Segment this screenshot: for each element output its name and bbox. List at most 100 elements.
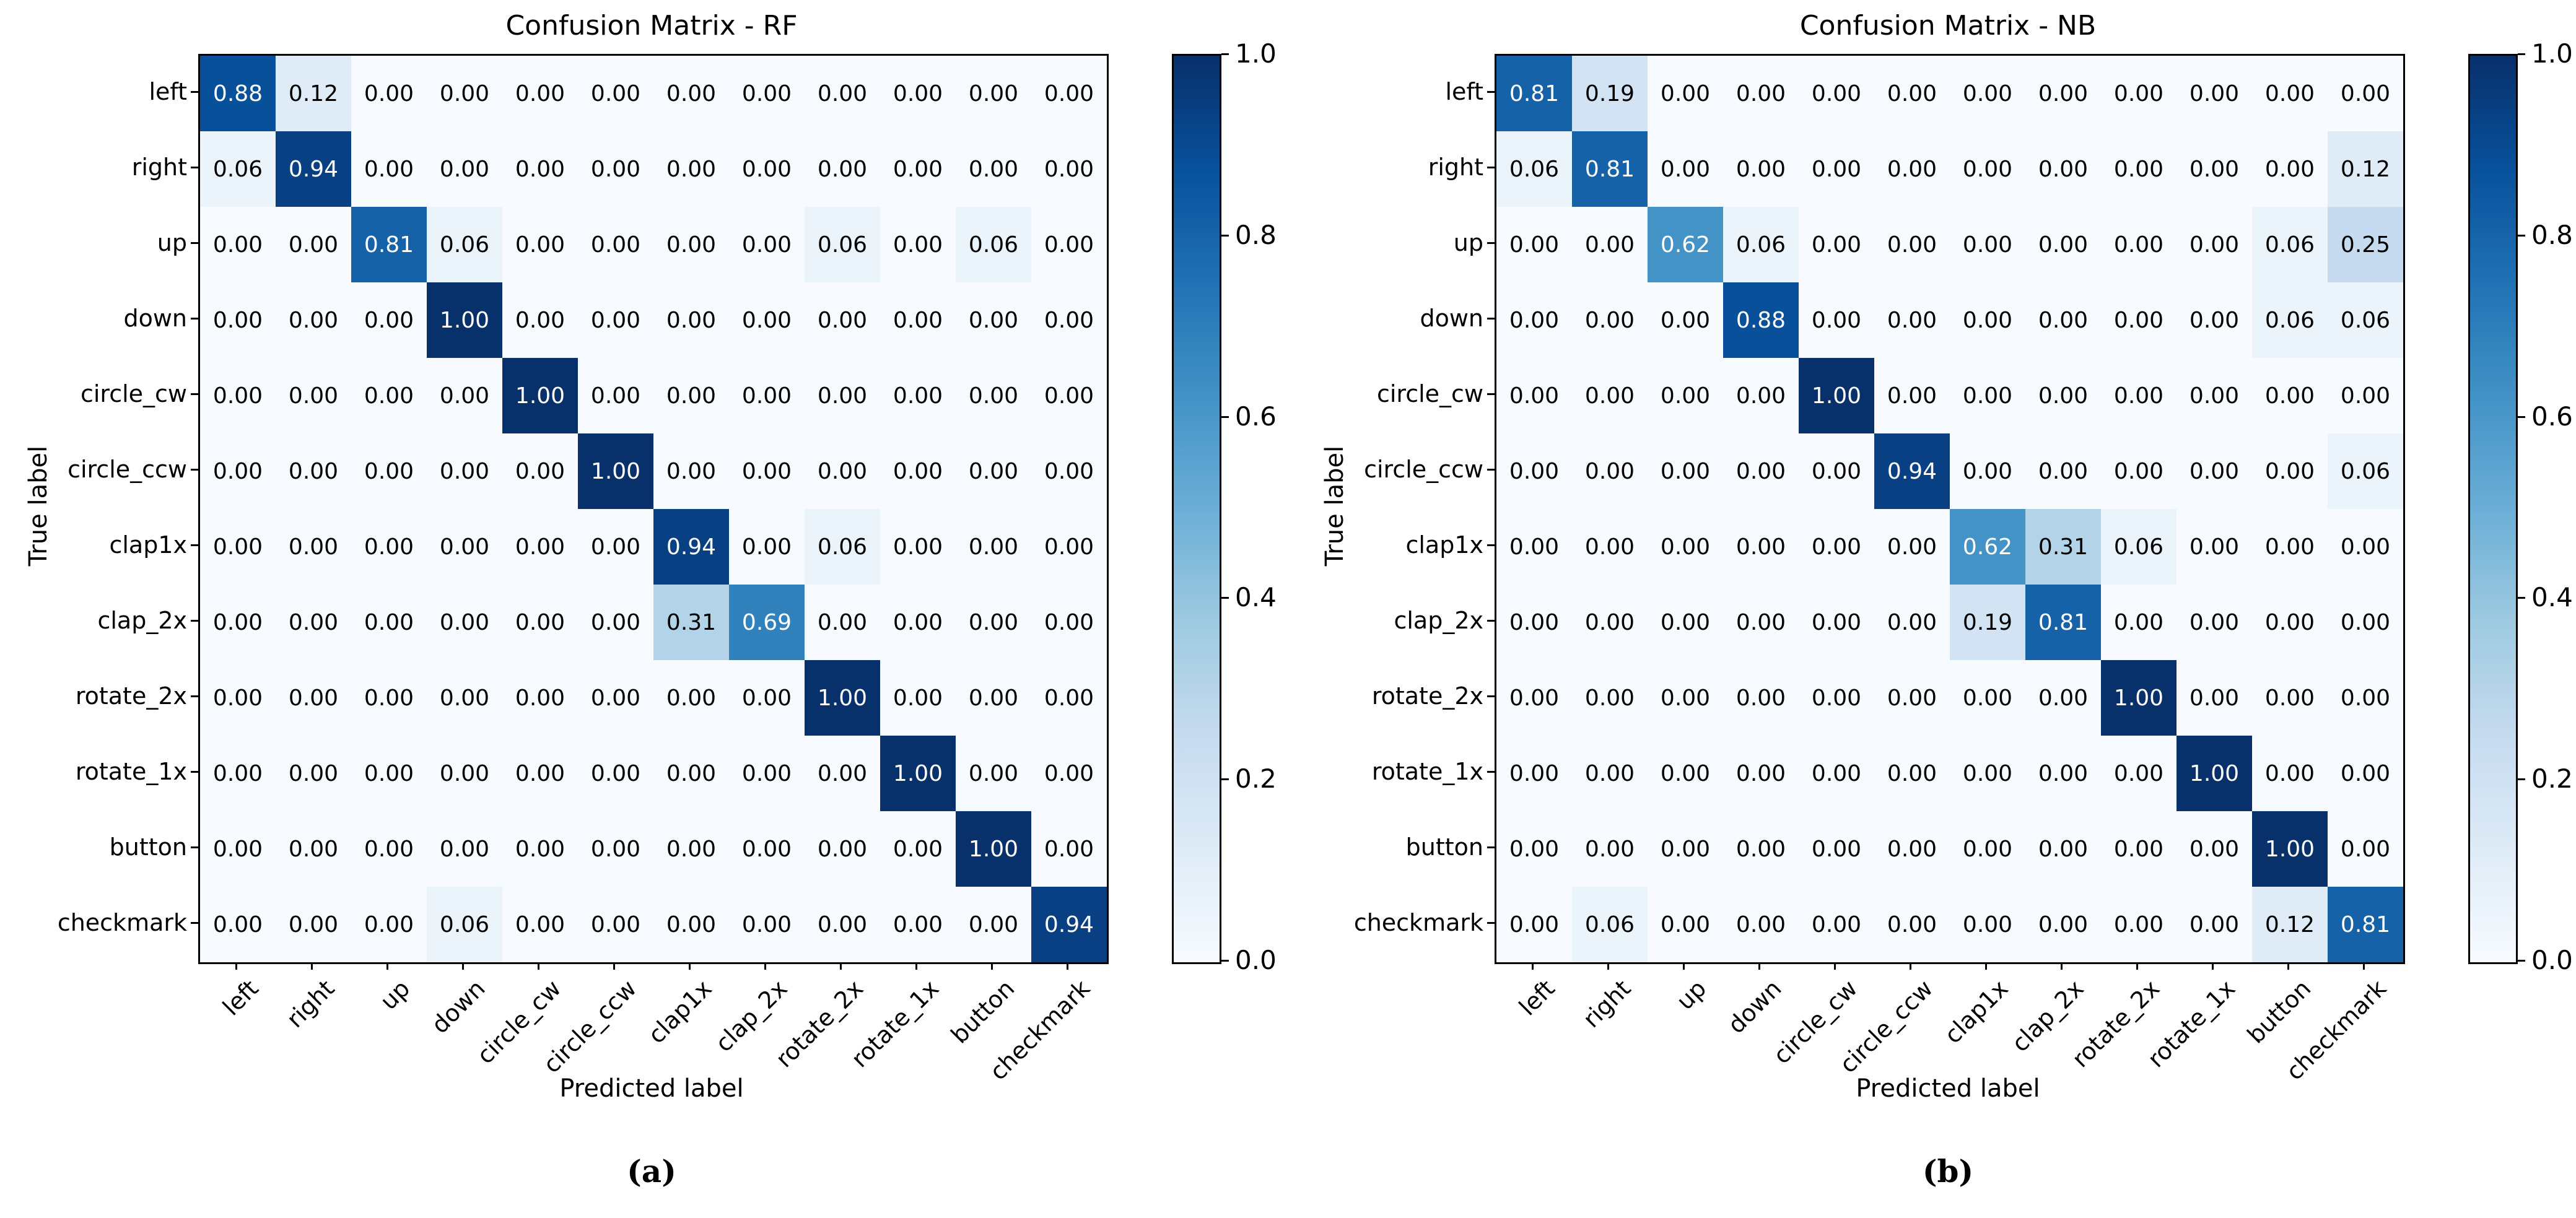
matrix-cell: 0.00 [956,585,1031,660]
x-axis-tick [386,962,388,970]
y-tick-label: right [1428,154,1483,181]
matrix-cell: 0.00 [502,811,578,887]
matrix-cell: 0.00 [1648,887,1723,962]
y-axis-tick [191,469,198,471]
matrix-cell: 0.00 [1496,887,1572,962]
colorbar-tick-label: 0.0 [1235,945,1277,975]
matrix-cell: 0.00 [1950,660,2025,736]
matrix-cell: 0.00 [1648,509,1723,585]
matrix-cell: 0.00 [200,736,276,811]
matrix-cell: 0.00 [880,585,956,660]
matrix-cell: 0.00 [200,585,276,660]
matrix-cell: 0.00 [351,433,427,509]
matrix-cell: 0.00 [427,736,502,811]
matrix-cell: 0.06 [200,131,276,207]
x-axis-tick [991,962,993,970]
matrix-cell: 0.00 [351,736,427,811]
matrix-cell: 0.00 [653,433,729,509]
matrix-cell: 0.00 [956,887,1031,962]
matrix-cell: 0.00 [351,660,427,736]
matrix-cell: 0.19 [1572,56,1648,131]
y-axis-tick [191,242,198,244]
matrix-cell: 0.00 [880,887,956,962]
y-tick-label: clap1x [109,531,187,559]
matrix-cell: 0.00 [1950,207,2025,282]
matrix-cell: 0.00 [1874,282,1950,358]
matrix-cell: 0.00 [427,585,502,660]
x-axis-tick [1834,962,1836,970]
matrix-cell: 0.00 [502,736,578,811]
matrix-cell: 0.00 [805,56,880,131]
matrix-cell: 0.00 [427,56,502,131]
matrix-cell: 0.94 [1874,433,1950,509]
matrix-cell: 0.00 [956,509,1031,585]
matrix-cell: 0.06 [2328,282,2403,358]
matrix-cell: 0.00 [1496,660,1572,736]
matrix-cell: 0.62 [1950,509,2025,585]
matrix-cell: 0.00 [653,660,729,736]
y-tick-label: button [1405,833,1483,861]
matrix-cell: 0.00 [502,887,578,962]
matrix-cell: 0.00 [1496,433,1572,509]
matrix-cell: 0.00 [805,585,880,660]
matrix-cell: 0.00 [276,207,351,282]
matrix-cell: 1.00 [502,358,578,433]
matrix-cell: 0.94 [1031,887,1107,962]
matrix-cell: 1.00 [880,736,956,811]
matrix-cell: 0.00 [1031,433,1107,509]
matrix-cell: 0.00 [351,56,427,131]
matrix-cell: 0.00 [1723,131,1799,207]
matrix-cell: 0.00 [1874,207,1950,282]
matrix-cell: 0.00 [2025,131,2101,207]
matrix-cell: 0.00 [2252,56,2328,131]
x-axis-tick [2136,962,2138,970]
y-axis-tick [1487,393,1495,395]
matrix-cell: 0.81 [1496,56,1572,131]
matrix-cell: 0.00 [2101,736,2177,811]
matrix-cell: 0.00 [2101,56,2177,131]
y-tick-label: rotate_2x [1371,682,1483,710]
matrix-cell: 0.06 [427,207,502,282]
matrix-cell: 0.00 [1648,811,1723,887]
matrix-cell: 0.00 [1572,509,1648,585]
matrix-cell: 0.00 [1799,282,1874,358]
matrix-cell: 1.00 [2101,660,2177,736]
x-axis-tick [764,962,766,970]
matrix-cell: 0.00 [351,358,427,433]
y-tick-label: left [149,78,187,105]
matrix-cell: 0.00 [578,811,653,887]
matrix-cell: 0.00 [653,736,729,811]
matrix-cell: 0.00 [1031,660,1107,736]
matrix-cell: 0.00 [1799,131,1874,207]
matrix-cell: 0.00 [2252,736,2328,811]
matrix-cell: 0.00 [1648,736,1723,811]
matrix-cell: 0.00 [653,282,729,358]
matrix-cell: 0.06 [1496,131,1572,207]
matrix-cell: 0.00 [351,131,427,207]
y-tick-label: circle_cw [1376,380,1483,407]
y-axis-tick [1487,318,1495,320]
x-axis-tick [2212,962,2214,970]
matrix-cell: 0.00 [880,811,956,887]
matrix-cell: 0.00 [880,433,956,509]
matrix-cell: 0.00 [502,509,578,585]
x-axis-tick [1683,962,1685,970]
y-axis-tick [191,922,198,924]
matrix-cell: 0.88 [1723,282,1799,358]
matrix-cell: 0.00 [1031,131,1107,207]
matrix-cell: 0.00 [200,433,276,509]
colorbar [1172,54,1221,964]
matrix-cell: 0.06 [2252,282,2328,358]
matrix-cell: 0.00 [1723,585,1799,660]
matrix-cell: 0.00 [427,660,502,736]
x-axis-tick [235,962,237,970]
matrix-cell: 0.00 [1950,736,2025,811]
colorbar-tick-label: 0.6 [1235,401,1277,432]
x-axis-tick [1532,962,1534,970]
matrix-cell: 0.00 [2177,282,2252,358]
matrix-cell: 0.00 [2025,207,2101,282]
matrix-cell: 0.06 [805,509,880,585]
